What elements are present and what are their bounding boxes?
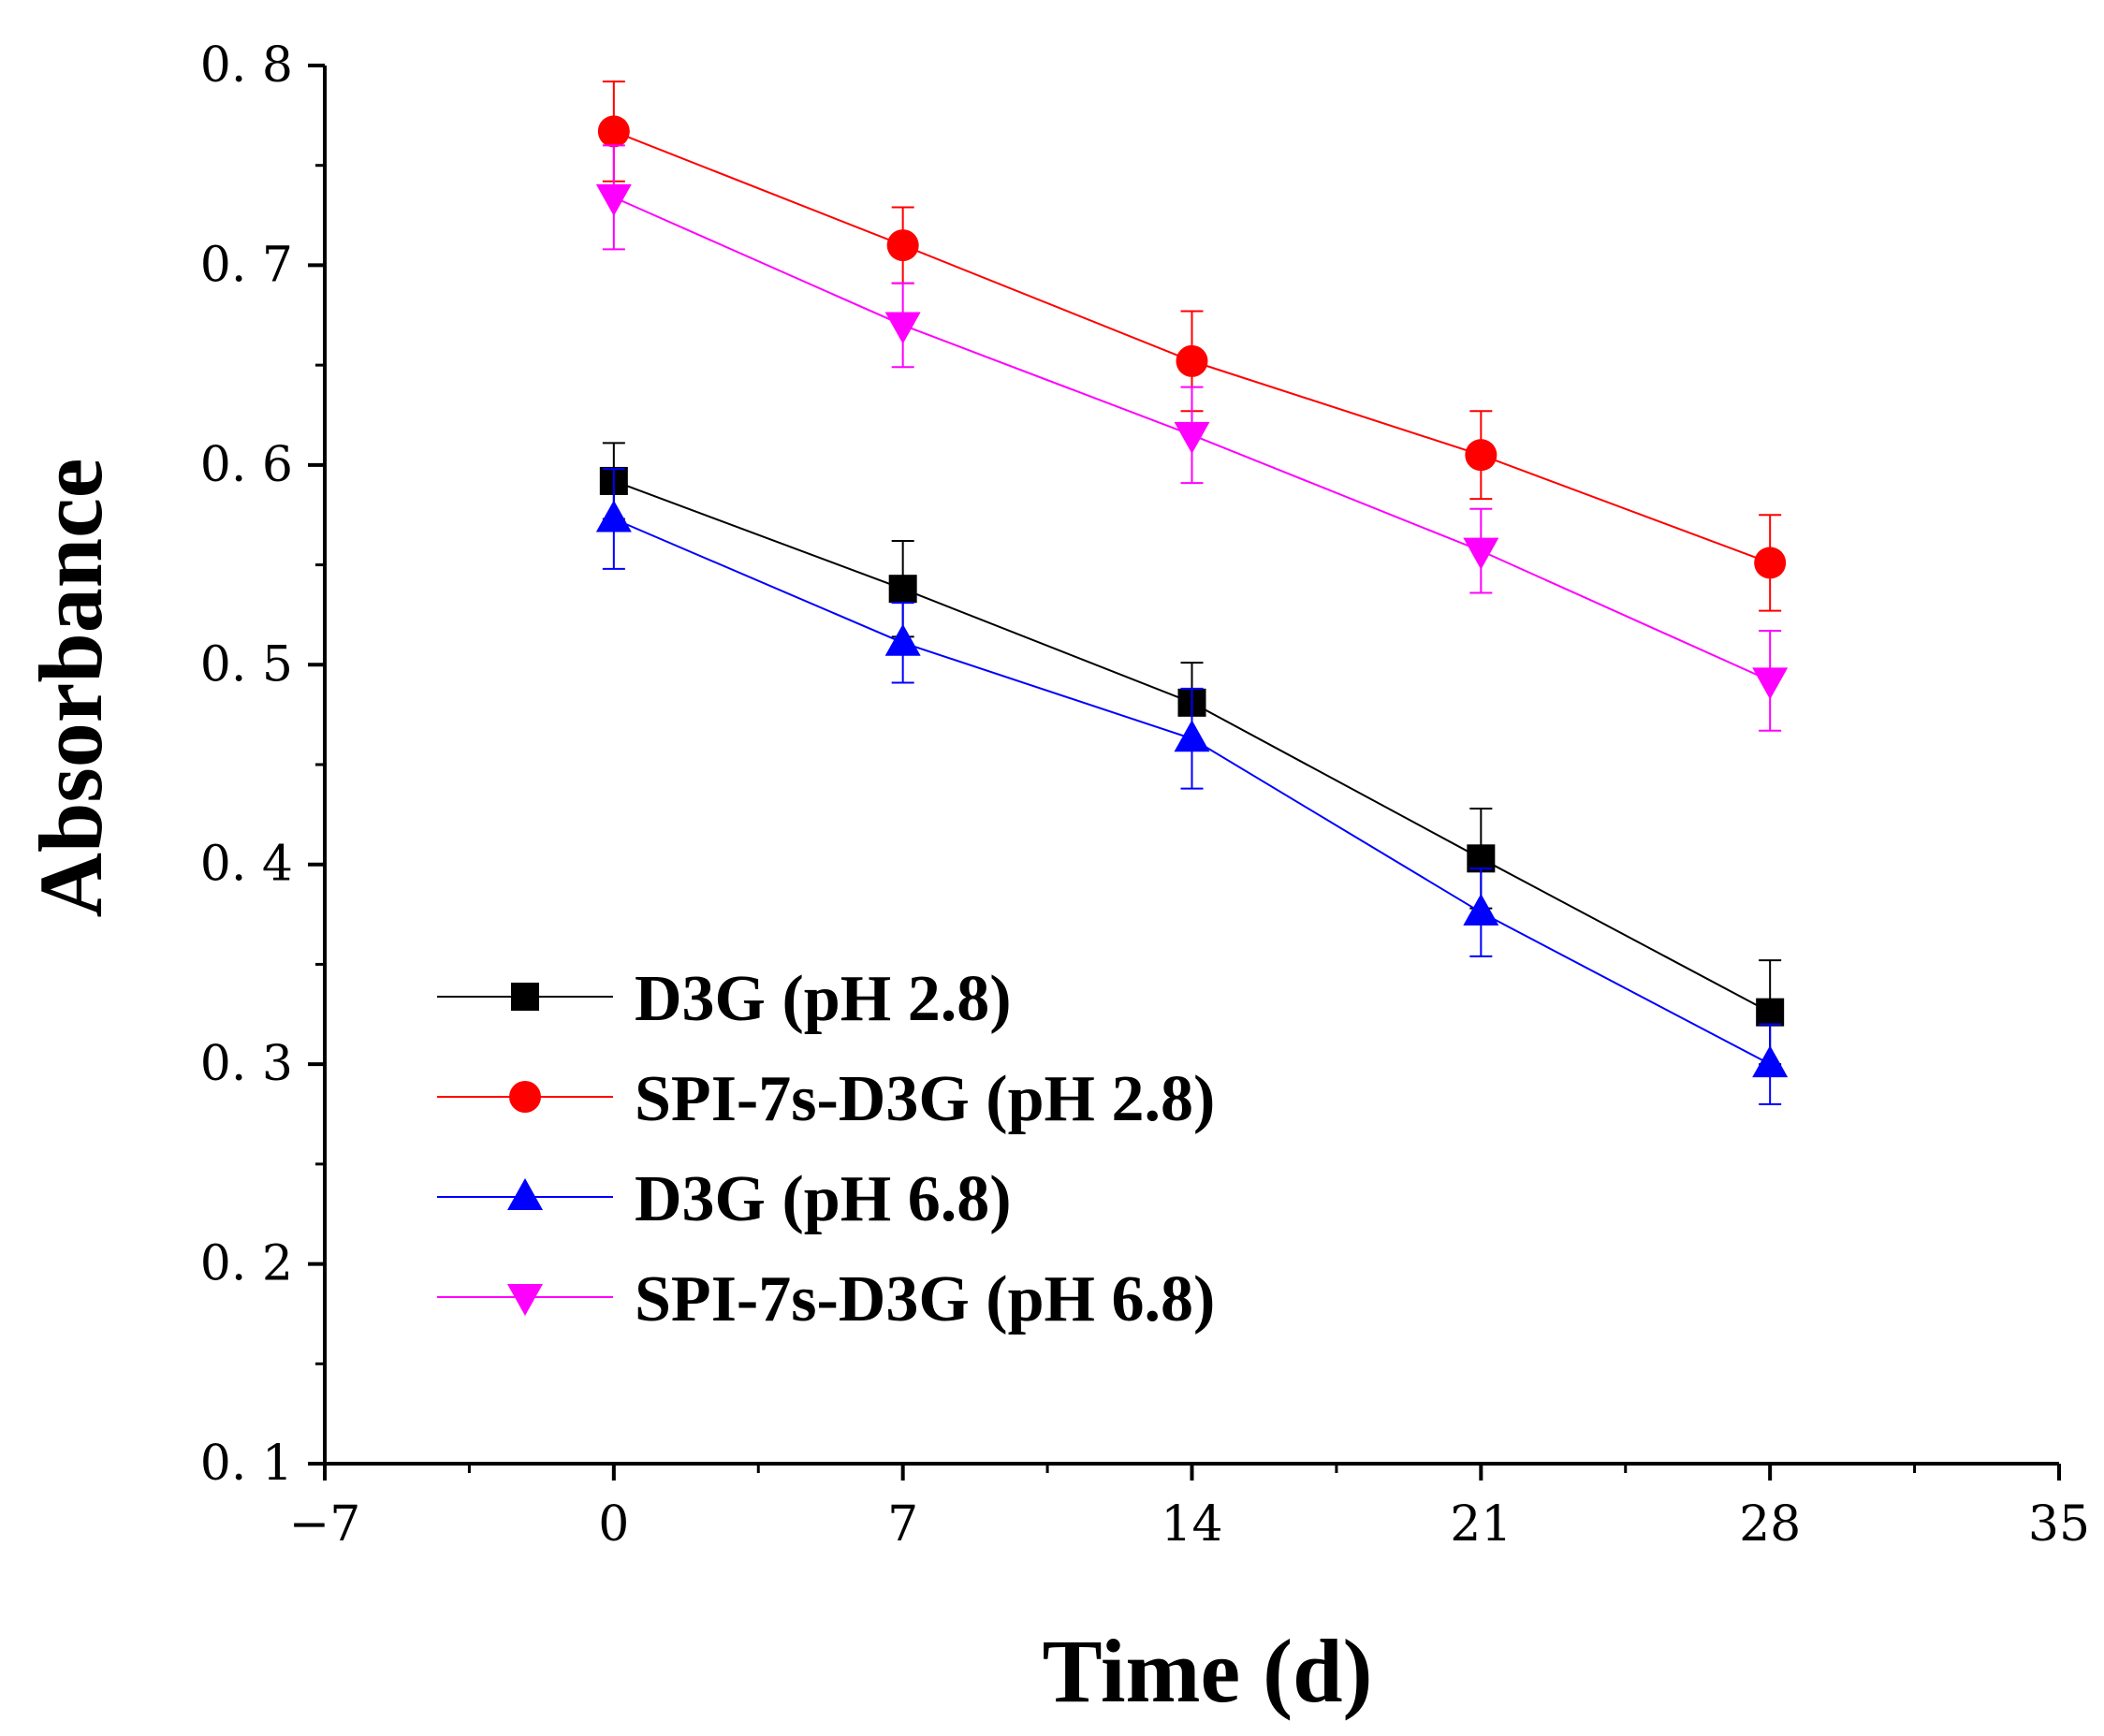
x-axis-title: Time (d) xyxy=(1043,1621,1373,1721)
x-tick-label: 28 xyxy=(1739,1496,1801,1553)
y-tick-label: 0. 2 xyxy=(200,1236,293,1292)
axes: 0. 1 0. 2 0. 3 0. 4 0. 5 0. 6 0. 7 0. 8 −7 0 7 14 21… xyxy=(200,37,2090,1553)
marker-circle xyxy=(597,115,630,148)
series-spi-7s-d3g-ph-6-8 xyxy=(595,144,1789,732)
legend-label: SPI-7s-D3G (pH 6.8) xyxy=(635,1263,1215,1335)
series-d3g-ph-6-8 xyxy=(595,468,1789,1105)
y-tick-label: 0. 8 xyxy=(200,37,293,94)
marker-triangle-up xyxy=(1463,893,1499,926)
marker-circle xyxy=(1176,344,1208,377)
marker-square xyxy=(1756,998,1785,1027)
x-tick-label: 7 xyxy=(887,1496,918,1553)
marker-triangle-down xyxy=(507,1284,543,1316)
marker-triangle-down xyxy=(1174,421,1210,454)
y-tick-label: 0. 6 xyxy=(200,437,293,493)
series-spi-7s-d3g-ph-2-8 xyxy=(597,80,1787,612)
marker-triangle-up xyxy=(1174,720,1210,752)
marker-triangle-up xyxy=(595,500,632,532)
legend-item: D3G (pH 6.8) xyxy=(437,1163,1012,1235)
legend: D3G (pH 2.8) SPI-7s-D3G (pH 2.8) D3G (pH 6… xyxy=(437,963,1215,1335)
marker-circle xyxy=(509,1081,541,1113)
marker-square xyxy=(511,983,539,1011)
y-tick-label: 0. 3 xyxy=(200,1036,293,1092)
marker-triangle-down xyxy=(595,183,632,216)
y-tick-label: 0. 5 xyxy=(200,636,293,693)
y-tick-label: 0. 7 xyxy=(200,237,293,293)
marker-circle xyxy=(886,229,919,262)
x-tick-label: −7 xyxy=(289,1496,361,1553)
x-tick-label: 14 xyxy=(1161,1496,1222,1553)
marker-triangle-down xyxy=(1463,537,1499,570)
y-tick-label: 0. 4 xyxy=(200,837,293,893)
data-series xyxy=(595,80,1789,1105)
marker-triangle-up xyxy=(507,1178,543,1210)
y-axis-title: Absorbance xyxy=(21,459,121,918)
y-tick-label: 0. 1 xyxy=(200,1436,293,1492)
x-tick-label: 35 xyxy=(2028,1496,2090,1553)
marker-triangle-down xyxy=(1752,667,1789,700)
legend-item: D3G (pH 2.8) xyxy=(437,963,1012,1035)
marker-circle xyxy=(1754,547,1787,579)
x-tick-label: 21 xyxy=(1450,1496,1512,1553)
legend-item: SPI-7s-D3G (pH 6.8) xyxy=(437,1263,1215,1335)
marker-circle xyxy=(1465,439,1498,472)
legend-label: D3G (pH 6.8) xyxy=(635,1163,1012,1235)
marker-triangle-up xyxy=(1752,1045,1789,1078)
x-tick-label: 0 xyxy=(598,1496,629,1553)
legend-label: SPI-7s-D3G (pH 2.8) xyxy=(635,1063,1215,1135)
marker-triangle-up xyxy=(884,623,921,656)
marker-square xyxy=(888,575,917,604)
legend-item: SPI-7s-D3G (pH 2.8) xyxy=(437,1063,1215,1135)
marker-triangle-down xyxy=(884,312,921,344)
legend-label: D3G (pH 2.8) xyxy=(635,963,1012,1035)
